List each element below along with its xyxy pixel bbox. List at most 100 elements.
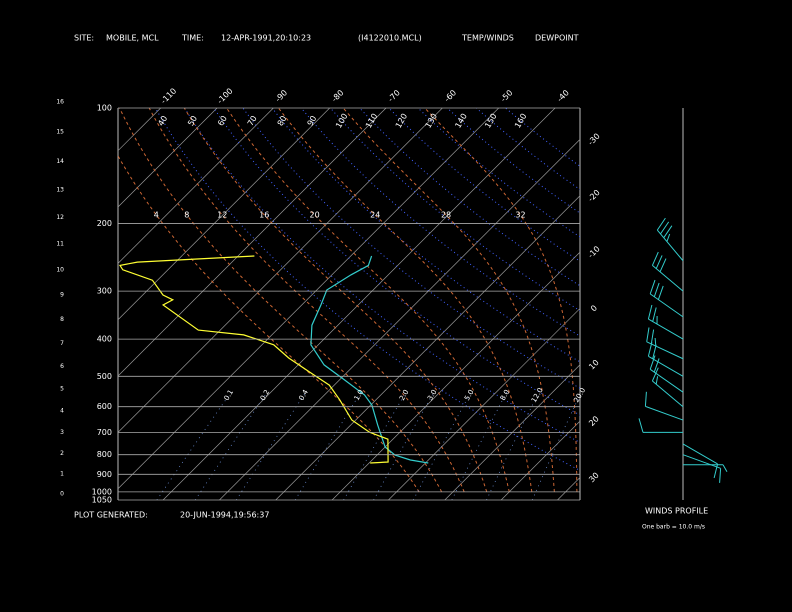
- wind-barb: [647, 304, 684, 340]
- moist-adiabat: [148, 108, 465, 493]
- moist-adiabat: [226, 108, 510, 493]
- dry-adiabat-label: 60: [216, 114, 229, 127]
- mixing-ratio-line: [412, 392, 472, 500]
- height-tick-label: 8: [60, 316, 64, 323]
- moist-adiabat-label: 20: [310, 211, 320, 220]
- site-label: SITE:: [74, 34, 94, 43]
- mixing-ratio-line: [373, 392, 435, 500]
- moist-adiabat-label: 16: [259, 211, 269, 220]
- wind-barb: [682, 464, 728, 473]
- moist-adiabat-label: 28: [441, 211, 451, 220]
- y-tick-label: 900: [97, 470, 112, 479]
- height-tick-label: 12: [56, 214, 64, 221]
- mixing-ratio-label: 0.4: [297, 388, 310, 402]
- mixing-ratio-line: [156, 391, 232, 500]
- dry-adiabat: [300, 108, 580, 337]
- isotherm: [118, 108, 161, 152]
- time: 12-APR-1991,20:10:23: [221, 34, 311, 43]
- y-tick-label: 200: [97, 219, 112, 228]
- dry-adiabat: [330, 108, 580, 312]
- dry-adiabat-label: 130: [424, 112, 439, 130]
- wind-barb: [644, 391, 684, 421]
- dry-adiabat-label: 160: [513, 112, 528, 130]
- height-tick-label: 13: [56, 186, 64, 193]
- dry-adiabat-label: 140: [453, 112, 468, 130]
- height-tick-label: 7: [60, 340, 64, 347]
- y-tick-label: 600: [97, 402, 112, 411]
- dry-adiabat-label: 50: [186, 114, 199, 127]
- height-tick-label: 11: [56, 241, 64, 248]
- moist-adiabat-label: 8: [184, 211, 189, 220]
- wind-barb: [682, 443, 719, 479]
- x-tick-label: -110: [159, 86, 178, 105]
- wind-barb: [646, 327, 684, 360]
- file-name: (I4122010.MCL): [358, 34, 422, 43]
- height-tick-label: 0: [60, 491, 64, 498]
- moist-adiabat-label: 32: [515, 211, 525, 220]
- y-tick-label: 800: [97, 450, 112, 459]
- wind-barb: [682, 454, 722, 483]
- wind-barb: [647, 342, 684, 377]
- mixing-ratio-label: 5.0: [463, 388, 475, 402]
- profile-line: [119, 255, 389, 464]
- wind-barb: [649, 279, 684, 318]
- wind-barb: [656, 217, 684, 262]
- y-tick-label: 300: [97, 287, 112, 296]
- mixing-ratio-label: 0.1: [223, 388, 235, 402]
- x-tick-label: -20: [586, 188, 602, 204]
- isotherm: [118, 108, 387, 377]
- legend-entry: DEWPOINT: [535, 34, 579, 43]
- x-tick-label: 0: [589, 303, 599, 313]
- dry-adiabat: [505, 108, 580, 167]
- dry-adiabat-label: 80: [276, 114, 289, 127]
- mixing-ratio-line: [194, 391, 268, 500]
- x-tick-label: -60: [443, 88, 459, 104]
- dry-adiabat: [184, 108, 580, 444]
- isotherm: [219, 138, 580, 500]
- isotherm: [500, 420, 580, 500]
- moist-adiabat: [278, 108, 533, 492]
- mixing-ratio-label: 0.2: [259, 388, 271, 402]
- plot-area: [118, 108, 580, 500]
- height-tick-label: 16: [56, 98, 64, 105]
- x-tick-label: -70: [386, 88, 402, 104]
- dry-adiabat-label: 110: [364, 112, 379, 130]
- dry-adiabat: [388, 108, 580, 262]
- dry-adiabat-label: 70: [246, 114, 259, 127]
- mixing-ratio-line: [235, 391, 307, 500]
- dry-adiabat-label: 150: [483, 112, 498, 130]
- isotherm: [118, 108, 443, 433]
- height-tick-label: 10: [56, 267, 64, 274]
- height-tick-label: 2: [60, 450, 64, 457]
- height-tick-label: 3: [60, 429, 64, 436]
- dry-adiabat: [417, 108, 580, 238]
- height-tick-label: 5: [60, 386, 64, 393]
- moist-adiabat: [119, 108, 443, 493]
- time-label: TIME:: [181, 34, 204, 43]
- isotherm: [118, 108, 218, 208]
- height-tick-label: 9: [60, 292, 64, 299]
- dry-adiabat-label: 40: [156, 114, 169, 127]
- height-tick-label: 14: [56, 158, 64, 165]
- y-tick-label: 500: [97, 372, 112, 381]
- isotherm: [275, 195, 580, 500]
- profile-line: [310, 255, 429, 464]
- x-tick-label: -80: [330, 88, 346, 104]
- x-tick-label: 20: [587, 414, 601, 428]
- mixing-ratio-line: [343, 391, 407, 500]
- mixing-ratio-label: 3.0: [426, 388, 438, 402]
- dry-adiabat: [446, 108, 580, 214]
- legend-entry: TEMP/WINDS: [461, 34, 514, 43]
- mixing-ratio-line: [531, 393, 580, 500]
- isotherm: [118, 108, 499, 490]
- height-tick-label: 1: [60, 471, 64, 478]
- dry-adiabat-label: 90: [306, 114, 319, 127]
- isotherm: [388, 307, 580, 500]
- x-tick-label: -100: [215, 86, 234, 105]
- x-tick-label: -10: [586, 244, 602, 260]
- dry-adiabat: [271, 108, 580, 363]
- moist-adiabat-label: 12: [217, 211, 227, 220]
- dry-adiabat: [475, 108, 580, 191]
